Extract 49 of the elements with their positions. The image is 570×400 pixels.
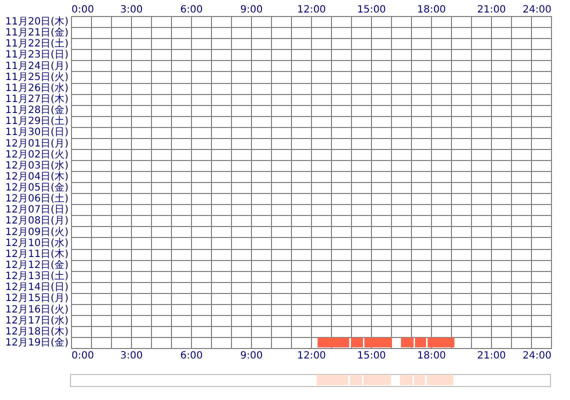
x2-tick-label: 15:00	[357, 350, 386, 362]
y-tick-label: 12月04日(木)	[5, 170, 69, 182]
x2-tick-label: 24:00	[522, 350, 552, 362]
y-tick-label: 12月11日(木)	[5, 248, 69, 260]
x2-tick-label: 0:00	[72, 350, 94, 362]
y-tick-label: 11月27日(木)	[5, 93, 69, 105]
y-tick-label: 12月14日(日)	[5, 282, 69, 294]
y-tick-label: 11月26日(水)	[5, 82, 69, 94]
y-tick-label: 12月08日(月)	[5, 216, 69, 227]
y-tick-label: 11月20日(木)	[5, 16, 69, 28]
y-tick-label: 11月30日(日)	[5, 127, 69, 138]
y-tick-label: 12月01日(月)	[5, 138, 69, 150]
x2-tick-label: 6:00	[180, 350, 203, 362]
y-tick-label: 12月19日(金)	[5, 336, 69, 348]
x2-tick-label: 3:00	[120, 350, 143, 362]
x-tick-label: 21:00	[477, 4, 506, 16]
y-tick-label: 11月25日(火)	[5, 70, 69, 83]
y-tick-label: 12月16日(火)	[5, 303, 69, 316]
y-tick-label: 12月10日(水)	[5, 236, 69, 249]
x-tick-label: 0:00	[72, 4, 94, 16]
x2-tick-label: 9:00	[240, 350, 263, 362]
y-tick-label: 12月02日(火)	[5, 148, 69, 160]
y-tick-label: 12月03日(水)	[5, 159, 69, 172]
y-tick-label: 12月05日(金)	[5, 182, 69, 194]
y-tick-label: 11月24日(月)	[5, 60, 69, 72]
y-tick-label: 11月22日(土)	[5, 38, 69, 50]
y-tick-label: 12月06日(土)	[5, 192, 69, 205]
y-tick-label: 11月21日(金)	[5, 26, 69, 39]
x-tick-label: 12:00	[297, 4, 326, 16]
bar	[316, 374, 348, 386]
y-tick-label: 11月28日(金)	[5, 104, 69, 116]
y-tick-label: 11月23日(日)	[5, 50, 69, 61]
y-tick-label: 12月13日(土)	[5, 270, 69, 282]
x-tick-label: 3:00	[120, 4, 143, 16]
y-tick-label: 12月18日(木)	[5, 325, 69, 338]
y-tick-label: 12月07日(日)	[5, 204, 69, 216]
x2-tick-label: 12:00	[297, 350, 326, 362]
x-tick-label: 9:00	[240, 4, 263, 16]
y-tick-label: 12月09日(火)	[5, 226, 69, 238]
y-tick-label: 12月12日(金)	[5, 259, 69, 271]
x-tick-label: 15:00	[357, 4, 386, 16]
x-tick-label: 18:00	[417, 4, 446, 16]
x-tick-label: 6:00	[180, 4, 203, 16]
y-tick-label: 12月17日(水)	[5, 314, 69, 326]
x2-tick-label: 18:00	[417, 350, 446, 362]
x-tick-label: 24:00	[522, 4, 552, 16]
y-tick-label: 12月15日(月)	[5, 293, 69, 304]
x2-tick-label: 21:00	[477, 350, 506, 362]
y-tick-label: 11月29日(土)	[5, 115, 69, 128]
